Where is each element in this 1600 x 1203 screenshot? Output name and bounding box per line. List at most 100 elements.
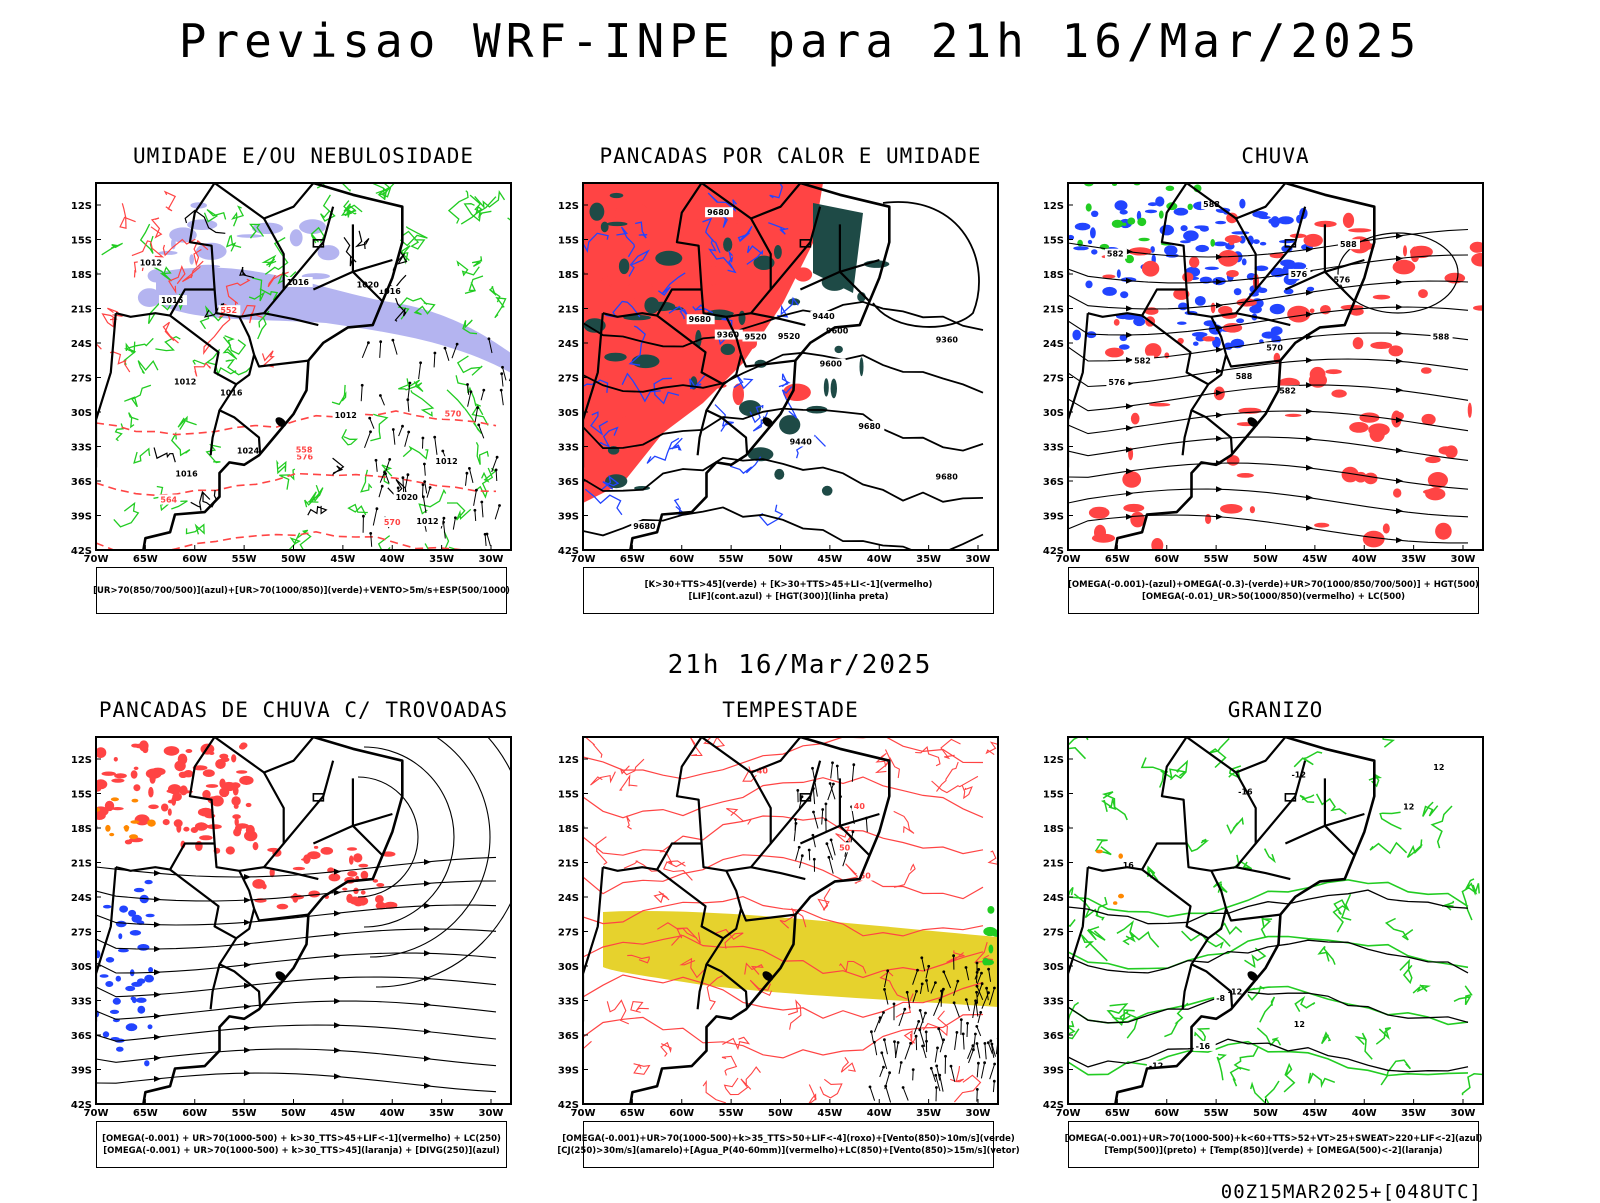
shaded-area (1239, 199, 1245, 209)
shaded-area (607, 395, 614, 400)
lat-tick-label: 27S (1043, 928, 1064, 939)
wind-vector-head (870, 1030, 873, 1033)
wind-vector-head (794, 818, 797, 821)
shaded-area (1368, 423, 1390, 436)
lon-tick-label: 45W (330, 1108, 355, 1119)
shaded-area (164, 746, 180, 756)
panel-title: CHUVA (1068, 144, 1483, 168)
wind-vector-head (496, 456, 499, 459)
lon-tick-label: 40W (867, 1108, 892, 1119)
panel-title: UMIDADE E/OU NEBULOSIDADE (96, 144, 511, 168)
contour-label: 582 (1134, 357, 1151, 366)
shaded-area (982, 958, 989, 965)
wind-vector-head (883, 1038, 886, 1041)
shaded-area (721, 344, 735, 355)
shaded-area (1092, 534, 1115, 543)
lon-tick-label: 45W (817, 554, 842, 565)
wind-vector-head (422, 483, 425, 486)
shaded-area (607, 222, 628, 226)
wind-vector-head (470, 390, 473, 393)
shaded-area (1160, 225, 1174, 236)
lat-tick-label: 18S (558, 270, 579, 281)
wind-vector-head (369, 532, 372, 535)
lat-tick-label: 18S (558, 824, 579, 835)
wind-vector-head (423, 463, 426, 466)
wind-vector-head (915, 1035, 918, 1038)
lon-tick-label: 40W (380, 554, 405, 565)
wind-vector-head (886, 969, 889, 972)
lon-tick-label: 30W (966, 554, 991, 565)
shaded-area (138, 288, 161, 307)
map-chuva: 58858858858858258258257657657657012S15S1… (1028, 168, 1493, 572)
shaded-area (111, 797, 119, 801)
wind-vector-head (975, 1002, 978, 1005)
shaded-area (1123, 504, 1144, 512)
shaded-area (1214, 242, 1228, 247)
shaded-area (130, 930, 141, 936)
contour-label: 12 (1403, 803, 1414, 812)
shaded-area (1210, 239, 1215, 247)
wind-vector-head (879, 1016, 882, 1019)
shaded-area (1284, 288, 1294, 294)
lat-tick-label: 33S (71, 997, 92, 1008)
contour-label: 9600 (820, 360, 843, 369)
lon-tick-label: 60W (1154, 554, 1179, 565)
contour-label: 588 (1340, 240, 1357, 249)
shaded-area (1270, 304, 1285, 314)
shaded-area (762, 232, 771, 235)
lat-tick-label: 21S (558, 859, 579, 870)
shaded-area (1166, 186, 1175, 191)
shaded-area (1130, 512, 1145, 528)
contour-label: 588 (1236, 372, 1253, 381)
shaded-area (239, 776, 253, 785)
lat-tick-label: 36S (558, 477, 579, 488)
contour-label: 50 (839, 843, 851, 852)
contour-label: 570 (445, 410, 462, 419)
shaded-area (1331, 390, 1346, 398)
lat-tick-label: 27S (558, 928, 579, 939)
shaded-area (116, 976, 121, 982)
lat-tick-label: 24S (71, 339, 92, 350)
contour-label: 1016 (175, 470, 198, 479)
legend-text: [OMEGA(-0.001) + UR>70(1000-500) + k>30_… (103, 1145, 499, 1157)
shaded-area (361, 890, 366, 894)
shaded-area (134, 888, 144, 892)
lat-tick-label: 12S (71, 201, 92, 212)
lon-tick-label: 50W (1253, 1108, 1278, 1119)
shaded-area (1425, 488, 1445, 501)
contour-label: 582 (1107, 250, 1124, 259)
wind-vector (809, 850, 810, 860)
lat-tick-label: 18S (1043, 824, 1064, 835)
lat-tick-label: 39S (1043, 512, 1064, 523)
wind-vector-head (984, 1042, 987, 1045)
lon-tick-label: 50W (281, 1108, 306, 1119)
wind-vector-head (976, 985, 979, 988)
wind-vector-head (950, 1065, 953, 1068)
wind-vector-head (367, 341, 370, 344)
contour-label: 9680 (689, 315, 712, 324)
shaded-area (353, 898, 363, 906)
shaded-area (116, 1047, 124, 1052)
shaded-area (137, 944, 149, 951)
wind-vector-head (454, 516, 457, 519)
lon-tick-label: 60W (182, 554, 207, 565)
lon-tick-label: 35W (916, 554, 941, 565)
wind-vector-head (981, 982, 984, 985)
shaded-area (181, 760, 185, 764)
shaded-area (1115, 200, 1128, 210)
shaded-area (128, 910, 136, 917)
shaded-area (1174, 208, 1189, 216)
shaded-area (103, 1031, 109, 1037)
lat-tick-label: 27S (71, 374, 92, 385)
shaded-area (1363, 531, 1385, 548)
shaded-area (1120, 291, 1128, 298)
wind-vector (977, 1089, 978, 1101)
shaded-area (779, 415, 800, 434)
wind-vector-head (423, 480, 426, 483)
wind-vector-head (828, 856, 831, 859)
lon-tick-label: 30W (966, 1108, 991, 1119)
shaded-area (1383, 523, 1390, 533)
lat-tick-label: 12S (558, 201, 579, 212)
lat-tick-label: 33S (71, 443, 92, 454)
